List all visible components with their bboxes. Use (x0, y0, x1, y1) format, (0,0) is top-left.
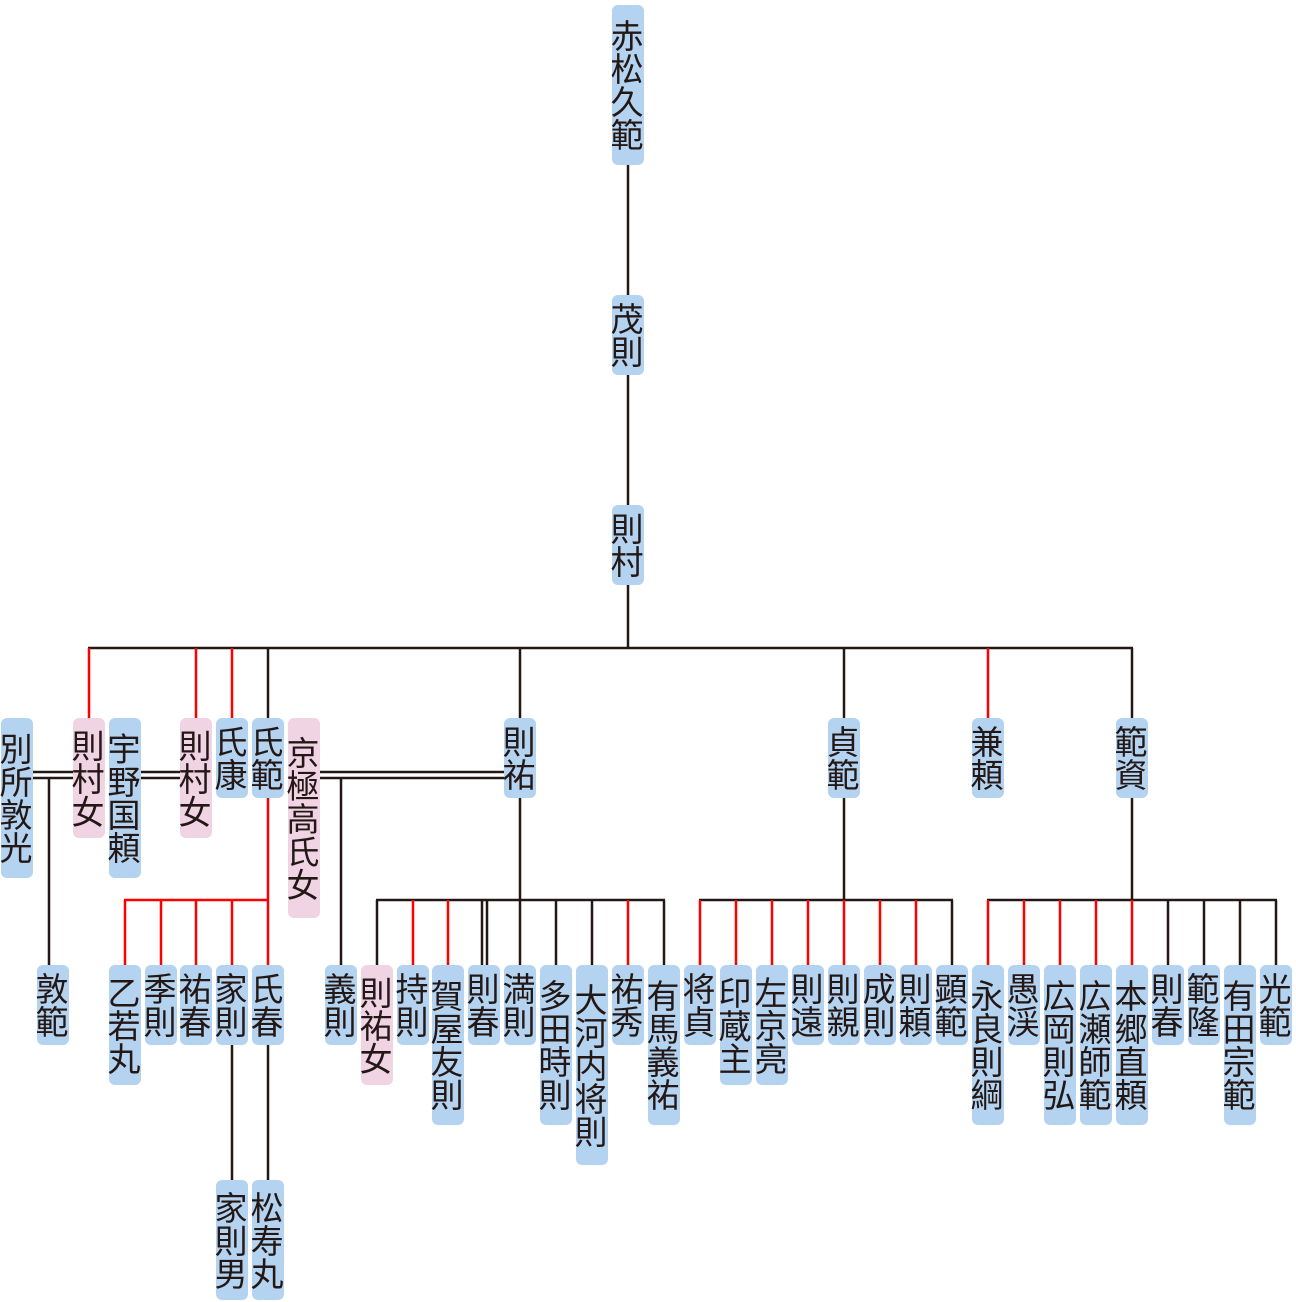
person-node[interactable]: 茂則 (605, 295, 644, 375)
person-node[interactable]: 兼頼 (965, 718, 1004, 798)
person-node[interactable]: 貞範 (821, 718, 860, 798)
person-node[interactable]: 本郷直頼 (1109, 965, 1148, 1125)
person-node[interactable]: 左京亮 (749, 965, 788, 1085)
person-node[interactable]: 成則 (857, 965, 896, 1045)
person-node[interactable]: 氏範 (245, 718, 284, 798)
person-node[interactable]: 季則 (138, 965, 177, 1045)
person-node[interactable]: 広瀬師範 (1073, 965, 1112, 1125)
person-node[interactable]: 愚渓 (1001, 965, 1040, 1045)
person-node[interactable]: 乙若丸 (102, 965, 141, 1085)
person-node[interactable]: 氏春 (245, 965, 284, 1045)
person-node[interactable]: 家則 (209, 965, 248, 1045)
person-node[interactable]: 満則 (497, 965, 536, 1045)
person-node[interactable]: 敦範 (30, 965, 69, 1045)
person-node[interactable]: 大河内将則 (569, 965, 608, 1165)
person-node[interactable]: 赤松久範 (605, 5, 644, 165)
person-node[interactable]: 範資 (1109, 718, 1148, 798)
person-node[interactable]: 祐秀 (605, 965, 644, 1045)
person-node[interactable]: 光範 (1253, 965, 1292, 1045)
person-node[interactable]: 印蔵主 (713, 965, 752, 1085)
person-node[interactable]: 祐春 (173, 965, 212, 1045)
person-node[interactable]: 持則 (390, 965, 429, 1045)
person-node[interactable]: 賀屋友則 (425, 965, 464, 1125)
person-node[interactable]: 則遠 (785, 965, 824, 1045)
person-node[interactable]: 将貞 (677, 965, 716, 1045)
person-node[interactable]: 則村女 (66, 718, 105, 838)
person-node[interactable]: 別所敦光 (0, 718, 33, 878)
person-node[interactable]: 範隆 (1181, 965, 1220, 1045)
person-node[interactable]: 家則男 (209, 1180, 248, 1300)
person-node[interactable]: 顕範 (929, 965, 968, 1045)
person-node[interactable]: 則親 (821, 965, 860, 1045)
person-node[interactable]: 義則 (318, 965, 357, 1045)
person-node[interactable]: 則村 (605, 505, 644, 585)
person-node[interactable]: 有馬義祐 (641, 965, 680, 1125)
person-node[interactable]: 則春 (1145, 965, 1184, 1045)
person-node[interactable]: 則祐女 (354, 965, 393, 1085)
person-node[interactable]: 広岡則弘 (1037, 965, 1076, 1125)
person-node[interactable]: 則頼 (893, 965, 932, 1045)
person-node[interactable]: 則春 (461, 965, 500, 1045)
person-node[interactable]: 宇野国頼 (102, 718, 141, 878)
person-node[interactable]: 有田宗範 (1217, 965, 1256, 1125)
person-node[interactable]: 永良則綱 (965, 965, 1004, 1125)
person-node[interactable]: 京極高氏女 (281, 718, 320, 918)
person-node[interactable]: 則祐 (497, 718, 536, 798)
person-node[interactable]: 則村女 (173, 718, 212, 838)
person-node[interactable]: 多田時則 (533, 965, 572, 1125)
person-node[interactable]: 松寿丸 (245, 1180, 284, 1300)
person-node[interactable]: 氏康 (209, 718, 248, 798)
